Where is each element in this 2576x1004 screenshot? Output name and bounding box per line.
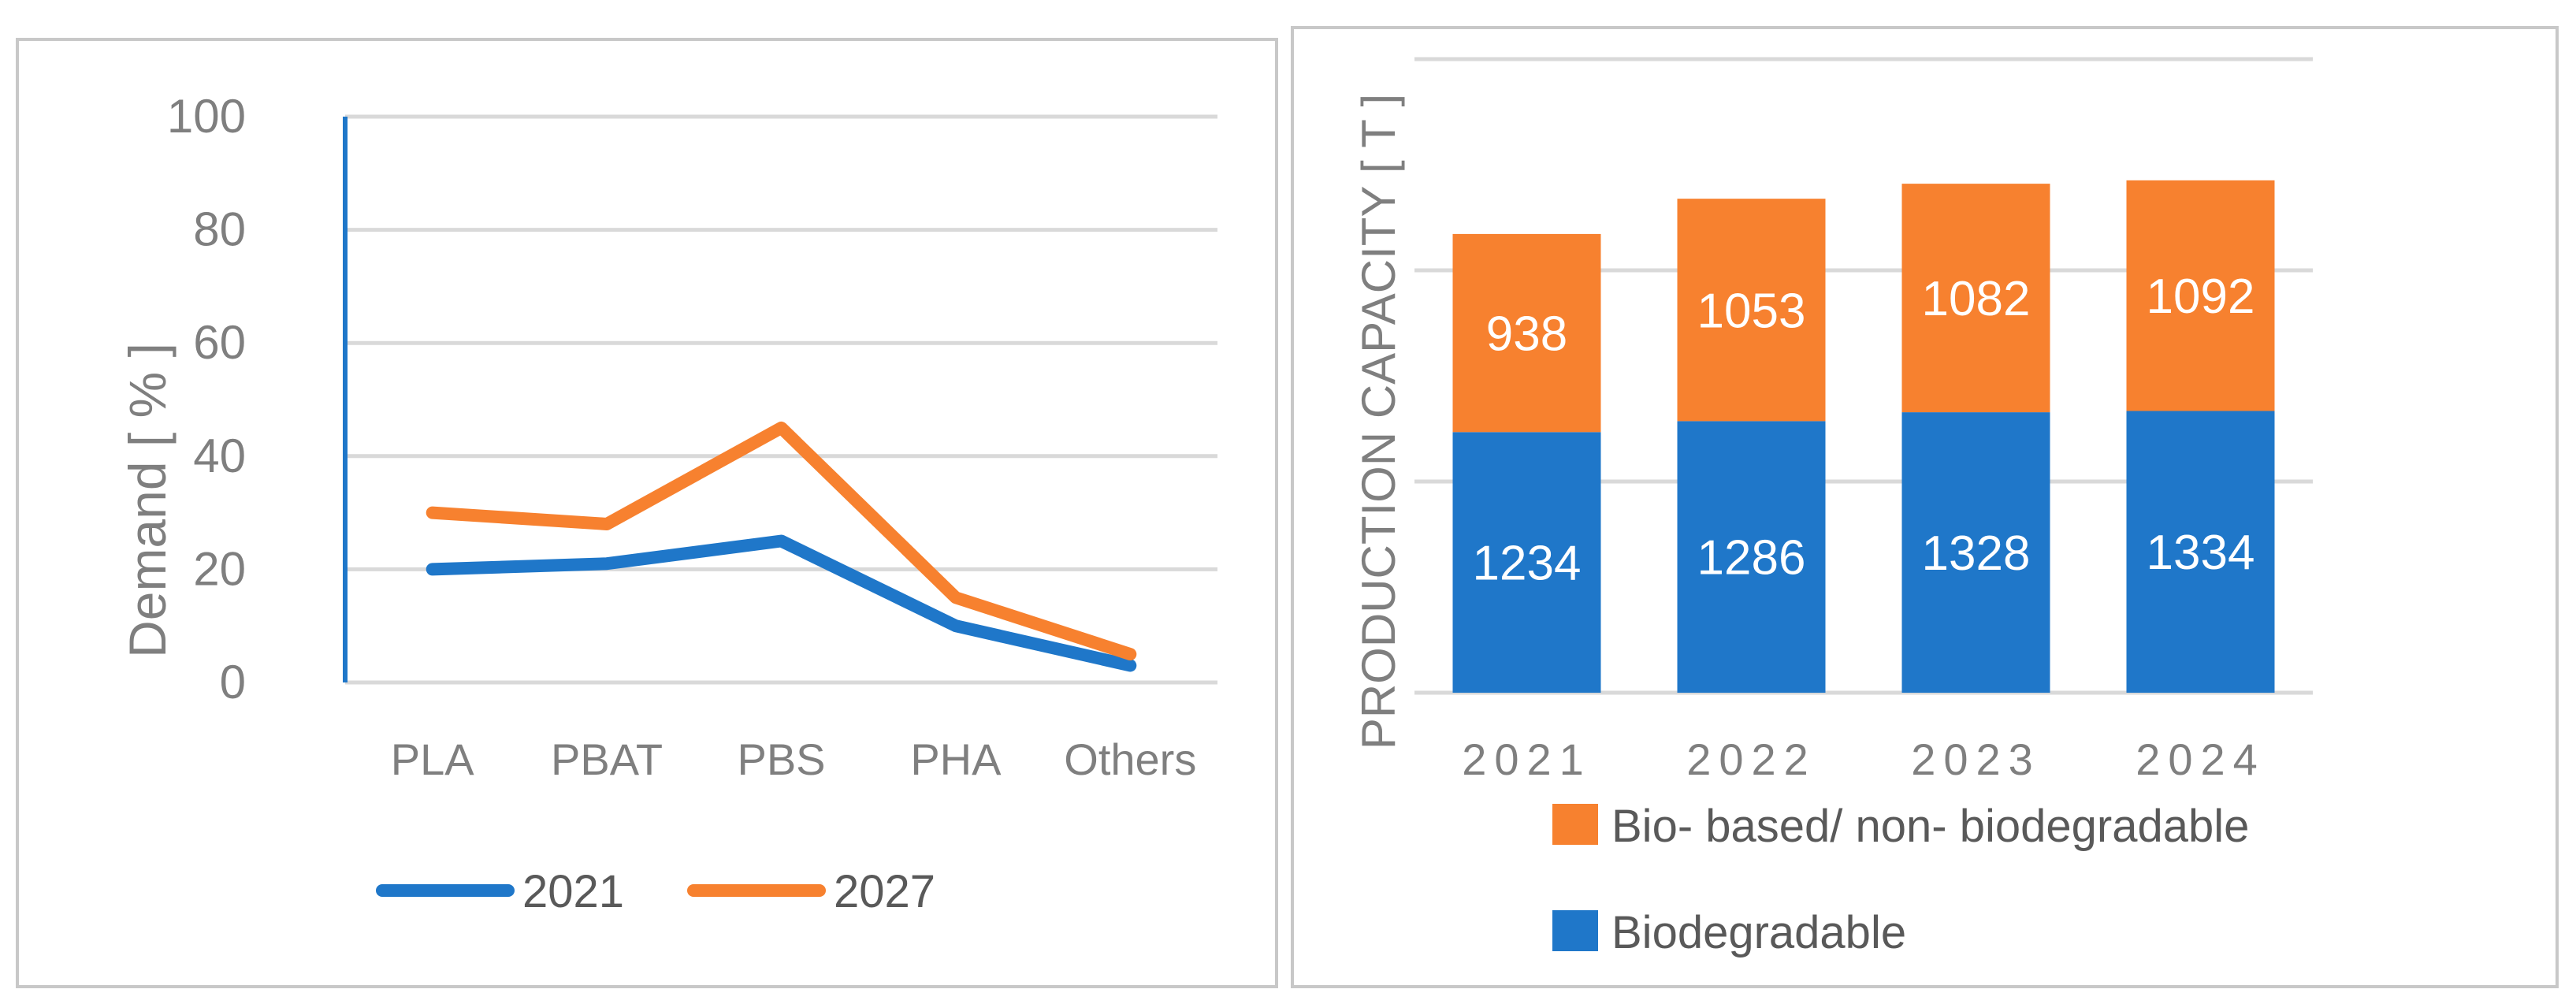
bar-chart-x-ticks: 2021 2022 2023 2024 <box>1462 734 2266 784</box>
bar-2021-Biodegradable <box>1452 432 1601 693</box>
line-chart-y-tick-label: 20 <box>193 542 246 595</box>
line-chart-y-tick-label: 0 <box>220 656 246 708</box>
bar-2023-Bio- based/ non- biodegradable <box>1901 184 2050 413</box>
legend-swatch-Bio- based/ non- biodegradable <box>1552 804 1598 845</box>
bar-chart-x-tick-label: 2023 <box>1911 734 2041 784</box>
line-chart-y-tick-label: 60 <box>193 316 246 369</box>
bar-chart-x-tick-label: 2022 <box>1686 734 1816 784</box>
bar-chart-y-label: PRODUCTION CAPACITY [ T ] <box>1352 94 1405 749</box>
bar-chart: 1234 938 1286 1053 1328 1082 1334 1092 2021 2022… <box>1291 26 2559 988</box>
bar-data-label: 1286 <box>1697 531 1806 586</box>
bar-data-label: 938 <box>1486 307 1567 362</box>
bar-chart-x-tick-label: 2021 <box>1462 734 1592 784</box>
line-chart-y-tick-label: 100 <box>167 90 246 143</box>
line-chart-x-tick-label: PBAT <box>551 734 663 784</box>
bar-chart-data-labels: 1234 938 1286 1053 1328 1082 1334 1092 <box>1473 270 2255 590</box>
bar-2024-Bio- based/ non- biodegradable <box>2126 180 2275 411</box>
bar-2021-Bio- based/ non- biodegradable <box>1452 233 1601 433</box>
bar-data-label: 1334 <box>2147 526 2255 580</box>
line-chart-y-ticks: 0 20 40 60 80 100 <box>167 90 246 708</box>
bar-data-label: 1053 <box>1697 284 1806 338</box>
line-chart-x-tick-label: PBS <box>737 734 825 784</box>
line-chart: 0 20 40 60 80 100 PLA PBAT PBS PHA Others Demand … <box>16 38 1278 988</box>
bar-data-label: 1092 <box>2147 270 2255 324</box>
bar-data-label: 1234 <box>1473 537 1582 591</box>
legend-label-2027: 2027 <box>834 866 935 917</box>
bar-data-label: 1328 <box>1922 526 2031 581</box>
line-chart-x-tick-label: Others <box>1064 734 1196 784</box>
bar-chart-legend: Bio- based/ non- biodegradable Biodegrada… <box>1552 801 2249 958</box>
bar-chart-bars <box>1452 180 2275 693</box>
line-chart-y-label: Demand [ % ] <box>118 343 177 658</box>
legend-label-Bio- based/ non- biodegradable: Bio- based/ non- biodegradable <box>1611 801 2249 852</box>
line-chart-x-tick-label: PHA <box>910 734 1002 784</box>
bar-chart-x-tick-label: 2024 <box>2136 734 2266 784</box>
line-chart-frame <box>16 38 1278 988</box>
legend-label-Biodegradable: Biodegradable <box>1611 907 1906 958</box>
line-chart-x-tick-label: PLA <box>391 734 474 784</box>
legend-swatch-Biodegradable <box>1552 910 1598 951</box>
bar-2024-Biodegradable <box>2126 411 2275 693</box>
bar-2023-Biodegradable <box>1901 412 2050 693</box>
line-series-2027 <box>426 421 1137 661</box>
line-chart-x-ticks: PLA PBAT PBS PHA Others <box>391 734 1197 784</box>
legend-label-2021: 2021 <box>522 866 624 917</box>
line-chart-y-tick-label: 80 <box>193 203 246 256</box>
line-chart-legend: 2021 2027 <box>376 866 935 917</box>
bar-data-label: 1082 <box>1922 272 2031 326</box>
line-series-2021 <box>426 534 1137 672</box>
bar-2022-Bio- based/ non- biodegradable <box>1677 199 1826 422</box>
line-chart-y-tick-label: 40 <box>193 429 246 482</box>
line-chart-series <box>426 421 1137 672</box>
bar-2022-Biodegradable <box>1677 421 1826 693</box>
